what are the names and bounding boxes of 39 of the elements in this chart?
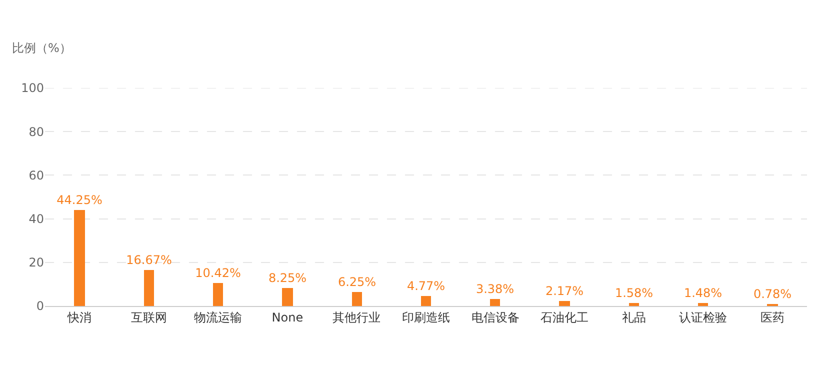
- data-label: 1.48%: [684, 286, 722, 300]
- data-label: 8.25%: [268, 271, 307, 285]
- x-tick-label: None: [272, 310, 304, 324]
- bar: [629, 303, 639, 306]
- data-label: 2.17%: [545, 284, 584, 298]
- y-tick-label: 20: [28, 256, 44, 270]
- data-label: 44.25%: [56, 193, 102, 207]
- x-tick-label: 快消: [66, 310, 92, 324]
- x-tick-label: 其他行业: [332, 310, 381, 324]
- data-label: 3.38%: [476, 282, 514, 296]
- x-tick-label: 认证检验: [679, 310, 728, 324]
- bar: [282, 288, 293, 306]
- data-label: 0.78%: [753, 287, 792, 301]
- bar: [698, 303, 708, 306]
- bar: [559, 301, 570, 306]
- data-label: 10.42%: [195, 266, 241, 280]
- x-tick-label: 医药: [760, 310, 784, 324]
- x-tick-label: 物流运输: [194, 310, 242, 324]
- data-label: 1.58%: [614, 286, 654, 300]
- x-tick-label: 印刷造纸: [402, 310, 450, 324]
- bar: [213, 283, 223, 306]
- x-tick-label: 互联网: [130, 310, 167, 324]
- bar: [144, 270, 154, 306]
- y-axis-title: 比例（%）: [12, 41, 72, 55]
- y-tick-label: 80: [28, 124, 44, 139]
- y-tick-label: 100: [21, 81, 44, 96]
- data-label: 6.25%: [338, 275, 376, 289]
- bar: [490, 299, 500, 306]
- x-tick-label: 电信设备: [471, 310, 520, 324]
- y-tick-label: 60: [28, 168, 44, 182]
- x-tick-label: 礼品: [622, 310, 646, 324]
- x-tick-label: 石油化工: [540, 310, 589, 324]
- data-label: 4.77%: [406, 279, 446, 293]
- data-label: 16.67%: [126, 253, 172, 267]
- bar: [421, 296, 431, 306]
- bar: [74, 210, 85, 306]
- bar: [352, 292, 362, 306]
- y-tick-label: 0: [36, 299, 44, 314]
- y-tick-label: 40: [28, 212, 44, 226]
